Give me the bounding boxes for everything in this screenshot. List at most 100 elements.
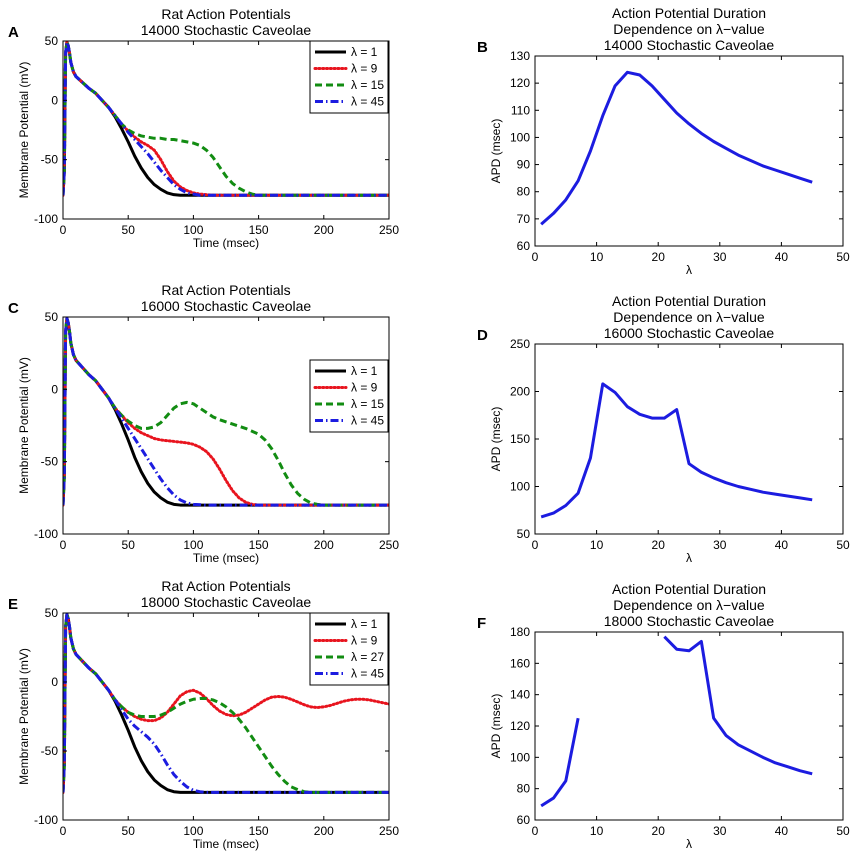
- x-axis-label: Time (msec): [193, 551, 259, 565]
- x-tick-label: 150: [249, 824, 269, 838]
- series-line-c-4: [63, 317, 389, 507]
- y-tick-label: 100: [510, 130, 530, 144]
- x-tick-label: 20: [652, 824, 666, 838]
- y-tick-label: 200: [510, 385, 530, 399]
- x-tick-label: 30: [713, 824, 727, 838]
- y-tick-label: -100: [34, 527, 58, 541]
- x-tick-label: 30: [713, 538, 727, 552]
- x-axis-label: Time (msec): [193, 837, 259, 851]
- x-tick-label: 0: [532, 538, 539, 552]
- y-axis-label: Membrane Potential (mV): [17, 357, 31, 494]
- legend-label: λ = 45: [351, 667, 384, 681]
- x-axis-label: λ: [686, 551, 692, 565]
- series-line-e-3: [63, 613, 389, 794]
- x-tick-label: 10: [590, 824, 604, 838]
- x-tick-label: 150: [249, 223, 269, 237]
- chart-title-line: 18000 Stochastic Caveolae: [604, 613, 775, 629]
- y-tick-label: 120: [510, 76, 530, 90]
- series-line-a-4: [63, 41, 389, 197]
- chart-title-line: Dependence on λ−value: [613, 597, 765, 613]
- legend-label: λ = 45: [351, 95, 384, 109]
- x-tick-label: 50: [836, 538, 850, 552]
- x-tick-label: 30: [713, 250, 727, 264]
- legend-label: λ = 9: [351, 381, 378, 395]
- panel-letter: D: [477, 327, 488, 344]
- panel-a: 0 50 100 150 200 250 -100 -50 0 50 Time (msec) Memb…: [8, 6, 399, 250]
- x-tick-label: 50: [836, 824, 850, 838]
- legend-label: λ = 15: [351, 397, 384, 411]
- chart-title-line: 16000 Stochastic Caveolae: [141, 298, 312, 314]
- y-tick-label: 130: [510, 49, 530, 63]
- series-line-d-1: [540, 382, 813, 519]
- y-axis-label: APD (msec): [489, 694, 503, 759]
- y-tick-label: 90: [517, 158, 531, 172]
- axes-frame: [62, 316, 390, 535]
- axes-frame: [62, 40, 390, 220]
- y-tick-label: 80: [517, 185, 531, 199]
- axes-frame: [534, 343, 844, 535]
- chart-title-line: 14000 Stochastic Caveolae: [604, 37, 775, 53]
- x-tick-label: 50: [836, 250, 850, 264]
- x-tick-label: 250: [379, 223, 399, 237]
- legend-label: λ = 45: [351, 414, 384, 428]
- y-tick-label: 160: [510, 656, 530, 670]
- x-tick-label: 40: [775, 824, 789, 838]
- y-tick-label: -100: [34, 813, 58, 827]
- chart-title-line: Rat Action Potentials: [161, 578, 290, 594]
- panel-letter: C: [8, 300, 19, 317]
- x-tick-label: 100: [183, 223, 203, 237]
- axes-frame: [62, 612, 390, 821]
- series-line-c-3: [63, 317, 389, 507]
- series-line-b-1: [540, 70, 813, 226]
- y-tick-label: 50: [45, 34, 59, 48]
- legend-label: λ = 1: [351, 364, 378, 378]
- x-tick-label: 200: [314, 538, 334, 552]
- series-line-a-3: [63, 41, 389, 197]
- panel-letter: A: [8, 24, 19, 41]
- axes-frame: [534, 55, 844, 247]
- x-tick-label: 0: [60, 538, 67, 552]
- x-tick-label: 0: [60, 824, 67, 838]
- legend: λ = 1 λ = 9 λ = 27 λ = 45: [309, 612, 389, 686]
- panel-letter: E: [8, 596, 18, 613]
- x-tick-label: 10: [590, 250, 604, 264]
- chart-title-line: Rat Action Potentials: [161, 6, 290, 22]
- y-tick-label: 110: [511, 103, 530, 117]
- y-axis-label: Membrane Potential (mV): [17, 648, 31, 785]
- y-tick-label: 150: [510, 432, 530, 446]
- x-tick-label: 250: [379, 824, 399, 838]
- panel-b: 0 10 20 30 40 50 60 70 80 90 100 110 120 130 λ APD (mse…: [477, 5, 850, 277]
- x-tick-label: 20: [652, 538, 666, 552]
- x-tick-label: 100: [183, 824, 203, 838]
- y-tick-label: -50: [41, 153, 59, 167]
- panel-e: 0 50 100 150 200 250 -100 -50 0 50 Time (msec) Memb…: [8, 578, 399, 851]
- y-tick-label: 50: [517, 527, 531, 541]
- y-tick-label: 60: [517, 239, 531, 253]
- chart-title-line: Rat Action Potentials: [161, 282, 290, 298]
- series-line-f-1: [540, 717, 580, 808]
- x-tick-label: 40: [775, 538, 789, 552]
- legend-label: λ = 15: [351, 78, 384, 92]
- x-tick-label: 100: [183, 538, 203, 552]
- y-tick-label: 50: [45, 310, 59, 324]
- x-axis-label: Time (msec): [193, 236, 259, 250]
- x-tick-label: 50: [122, 538, 136, 552]
- panel-letter: B: [477, 39, 488, 56]
- x-tick-label: 0: [532, 824, 539, 838]
- x-tick-label: 50: [122, 824, 136, 838]
- x-tick-label: 0: [60, 223, 67, 237]
- y-tick-label: 120: [510, 719, 530, 733]
- y-tick-label: -100: [34, 212, 58, 226]
- x-tick-label: 200: [314, 223, 334, 237]
- y-axis-label: APD (msec): [489, 407, 503, 472]
- y-tick-label: -50: [41, 744, 59, 758]
- x-tick-label: 0: [532, 250, 539, 264]
- x-tick-label: 40: [775, 250, 789, 264]
- x-tick-label: 10: [590, 538, 604, 552]
- y-tick-label: 0: [51, 382, 58, 396]
- series-line-f-2: [663, 635, 813, 776]
- chart-title-line: Action Potential Duration: [612, 581, 766, 597]
- legend-label: λ = 9: [351, 634, 378, 648]
- y-tick-label: 60: [517, 813, 531, 827]
